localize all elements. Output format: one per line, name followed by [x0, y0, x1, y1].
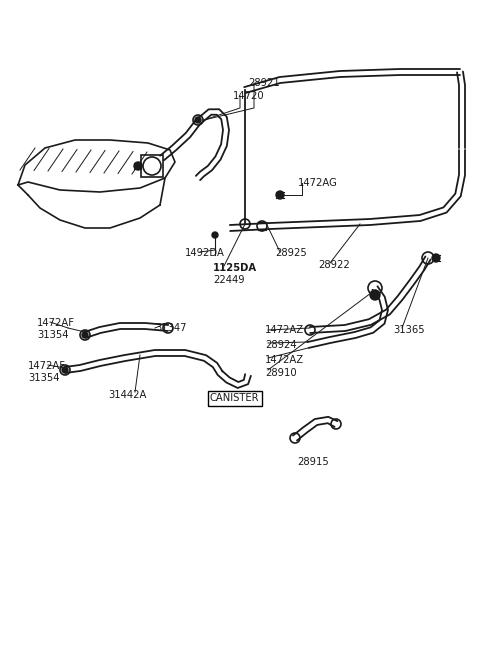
Circle shape: [62, 367, 68, 373]
Bar: [141, 155, 163, 177]
Text: 28915: 28915: [297, 457, 329, 467]
Text: 31354: 31354: [28, 373, 60, 383]
Circle shape: [370, 290, 380, 300]
Text: 14720: 14720: [233, 91, 264, 101]
Text: 31347: 31347: [155, 323, 187, 333]
Text: 28921: 28921: [248, 78, 280, 88]
Circle shape: [276, 191, 284, 199]
Text: 31365: 31365: [393, 325, 425, 335]
Circle shape: [432, 254, 440, 262]
Circle shape: [134, 162, 142, 170]
Text: 1472AF: 1472AF: [37, 318, 75, 328]
Text: 31442A: 31442A: [108, 390, 146, 400]
Text: 1492DA: 1492DA: [185, 248, 225, 258]
Text: CANISTER: CANISTER: [210, 393, 260, 403]
Circle shape: [212, 232, 218, 238]
Text: 22449: 22449: [213, 275, 245, 285]
Circle shape: [82, 332, 88, 338]
Circle shape: [195, 117, 201, 123]
Text: 28922: 28922: [318, 260, 350, 270]
Text: 28924: 28924: [265, 340, 297, 350]
Text: 28925: 28925: [275, 248, 307, 258]
Text: 1472AZ: 1472AZ: [265, 325, 304, 335]
Text: 31354: 31354: [37, 330, 69, 340]
Text: 1472AG: 1472AG: [298, 178, 338, 188]
Text: 1472AF: 1472AF: [28, 361, 66, 371]
Text: 1125DA: 1125DA: [213, 263, 257, 273]
Text: 28910: 28910: [265, 368, 297, 378]
Text: 1472AZ: 1472AZ: [265, 355, 304, 365]
